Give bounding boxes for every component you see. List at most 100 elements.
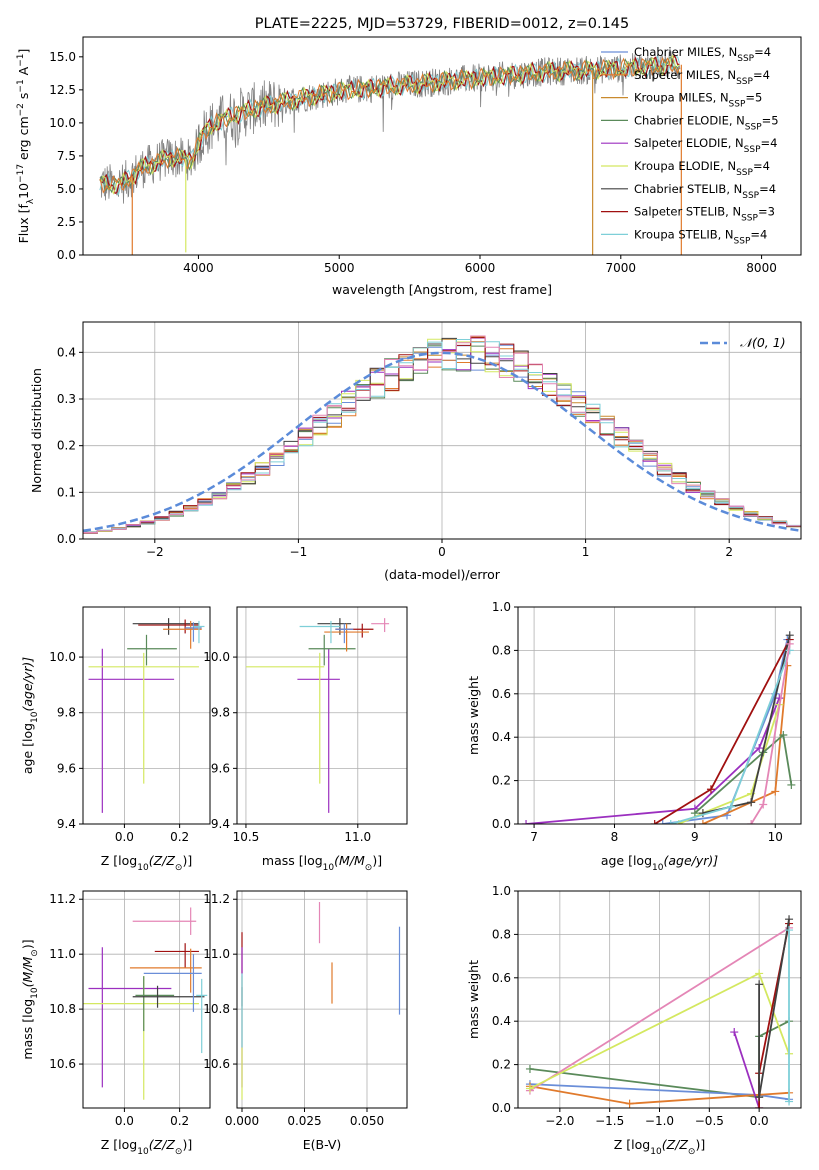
x-tick-label: 10.5: [233, 830, 260, 844]
y-tick-label: 11.2: [49, 892, 76, 906]
mass-vs-Z-chart: 0.0 0.210.610.811.011.2Z [log10(Z/Z⊙)]mas…: [20, 890, 211, 1157]
label-part: =4: [759, 182, 776, 196]
legend-label: Salpeter ELODIE, NSSP=4: [634, 136, 777, 155]
label-part: −2: [16, 103, 26, 116]
label-part: Z [log: [101, 1137, 137, 1152]
label-part: Salpeter MILES, N: [634, 68, 736, 82]
y-axis-label: mass [log10(M/M⊙)]: [20, 939, 40, 1059]
y-axis-label: Flux [fλ10−17 erg cm−2 s−1 A−1]: [16, 49, 36, 244]
plus-marker: [625, 1099, 634, 1108]
x-tick-label: 0.025: [287, 1114, 321, 1128]
y-tick-label: 0.4: [492, 730, 511, 744]
x-axis-label: age [log10(age/yr)]: [601, 853, 718, 873]
massweight-vs-Z-plot-area: [525, 915, 794, 1108]
plus-marker: [755, 980, 764, 989]
x-tick-label: −0.5: [695, 1114, 724, 1128]
label-part: A: [16, 66, 31, 79]
label-part: λ: [26, 198, 36, 204]
label-part: Salpeter ELODIE, N: [634, 136, 744, 150]
y-tick-label: 9.6: [57, 761, 76, 775]
label-part: =5: [762, 113, 779, 127]
label-part: age [log: [20, 723, 35, 774]
mass-weight-line: [529, 927, 790, 1092]
y-tick-label: 2.5: [57, 215, 76, 229]
label-part: Salpeter STELIB, N: [634, 205, 741, 219]
plus-marker: [755, 744, 764, 753]
x-tick-label: 7000: [606, 261, 637, 275]
x-tick-label: 7: [530, 830, 538, 844]
label-part: )]: [182, 853, 192, 868]
label-part: )]: [20, 939, 35, 949]
label-part: =4: [761, 136, 778, 150]
label-part: ⊙: [688, 1147, 696, 1157]
y-tick-label: 0.2: [492, 774, 511, 788]
label-part: =5: [745, 91, 762, 105]
label-part: (Z/Z: [149, 1137, 176, 1152]
residuals-chart: −2 −1 0 1 2 0.0 0.1 0.2 0.3 0.4 (data-model)/error…: [29, 321, 802, 582]
x-tick-label: 0.2: [170, 1114, 189, 1128]
plus-marker: [666, 820, 675, 824]
plus-marker: [787, 780, 796, 789]
label-part: mass [log: [262, 853, 323, 868]
plus-marker: [747, 820, 756, 824]
label-part: Z [log: [614, 1137, 650, 1152]
label-part: SSP: [729, 100, 746, 110]
plus-marker: [771, 787, 780, 796]
label-part: =4: [754, 45, 771, 59]
plus-marker: [650, 820, 659, 824]
y-tick-label: 0.3: [57, 392, 76, 406]
model-spectrum: [99, 56, 680, 194]
plus-marker: [747, 798, 756, 807]
axes-frame: [82, 36, 802, 256]
y-tick-label: 0.4: [492, 1014, 511, 1028]
y-tick-label: 0.6: [492, 687, 511, 701]
label-part: ⊙: [175, 1147, 183, 1157]
y-tick-label: 0.2: [57, 439, 76, 453]
label-part: 10: [652, 863, 664, 873]
label-part: mass [log: [20, 999, 35, 1060]
y-tick-label: 10.0: [49, 650, 76, 664]
chart-title: PLATE=2225, MJD=53729, FIBERID=0012, z=0…: [255, 16, 629, 32]
label-part: −1: [16, 54, 26, 67]
label-part: 10: [16, 183, 31, 199]
plus-marker: [779, 731, 788, 740]
y-tick-label: 0.1: [57, 485, 76, 499]
y-tick-label: 9.4: [57, 817, 76, 831]
mass-vs-ebv-plot-area: [241, 901, 401, 1100]
legend-label: Chabrier MILES, NSSP=4: [634, 45, 771, 64]
plus-marker: [698, 820, 707, 824]
y-tick-label: 9.8: [57, 706, 76, 720]
y-tick-label: 12.5: [49, 83, 76, 97]
x-axis-label: Z [log10(Z/Z⊙)]: [101, 853, 192, 873]
label-part: Flux [f: [16, 204, 31, 244]
x-tick-label: 0.0: [115, 830, 134, 844]
label-part: SSP: [737, 54, 754, 64]
plus-marker: [785, 926, 794, 935]
label-part: ⊙: [175, 863, 183, 873]
mass-weight-line: [702, 665, 789, 824]
x-tick-label: 5000: [324, 261, 355, 275]
label-part: age [log: [601, 853, 652, 868]
x-tick-label: 2: [725, 545, 733, 559]
y-tick-label: 0.0: [492, 1101, 511, 1115]
label-part: SSP: [745, 122, 762, 132]
spectrum-chart: 4000 5000 6000 7000 8000 0.0 2.5 5.0 7.5 10.0 12.5…: [16, 16, 802, 297]
label-part: 10: [323, 863, 335, 873]
y-tick-label: 1.0: [492, 884, 511, 898]
label-part: SSP: [736, 168, 753, 178]
label-part: Chabrier ELODIE, N: [634, 113, 745, 127]
x-axis-label: Z [log10(Z/Z⊙)]: [101, 1137, 192, 1157]
label-part: 10: [30, 987, 40, 999]
y-tick-label: 10.8: [203, 1002, 230, 1016]
residual-histogram: [83, 335, 801, 533]
y-axis-label: Normed distribution: [29, 368, 44, 493]
plus-marker: [785, 1097, 794, 1106]
label-part: Kroupa STELIB, N: [634, 227, 734, 241]
x-tick-label: 9: [691, 830, 699, 844]
label-part: SSP: [742, 191, 759, 201]
legend-label: Chabrier ELODIE, NSSP=5: [634, 113, 779, 132]
x-tick-label: 0.000: [225, 1114, 259, 1128]
x-tick-label: 8: [611, 830, 619, 844]
plus-marker: [706, 785, 715, 794]
